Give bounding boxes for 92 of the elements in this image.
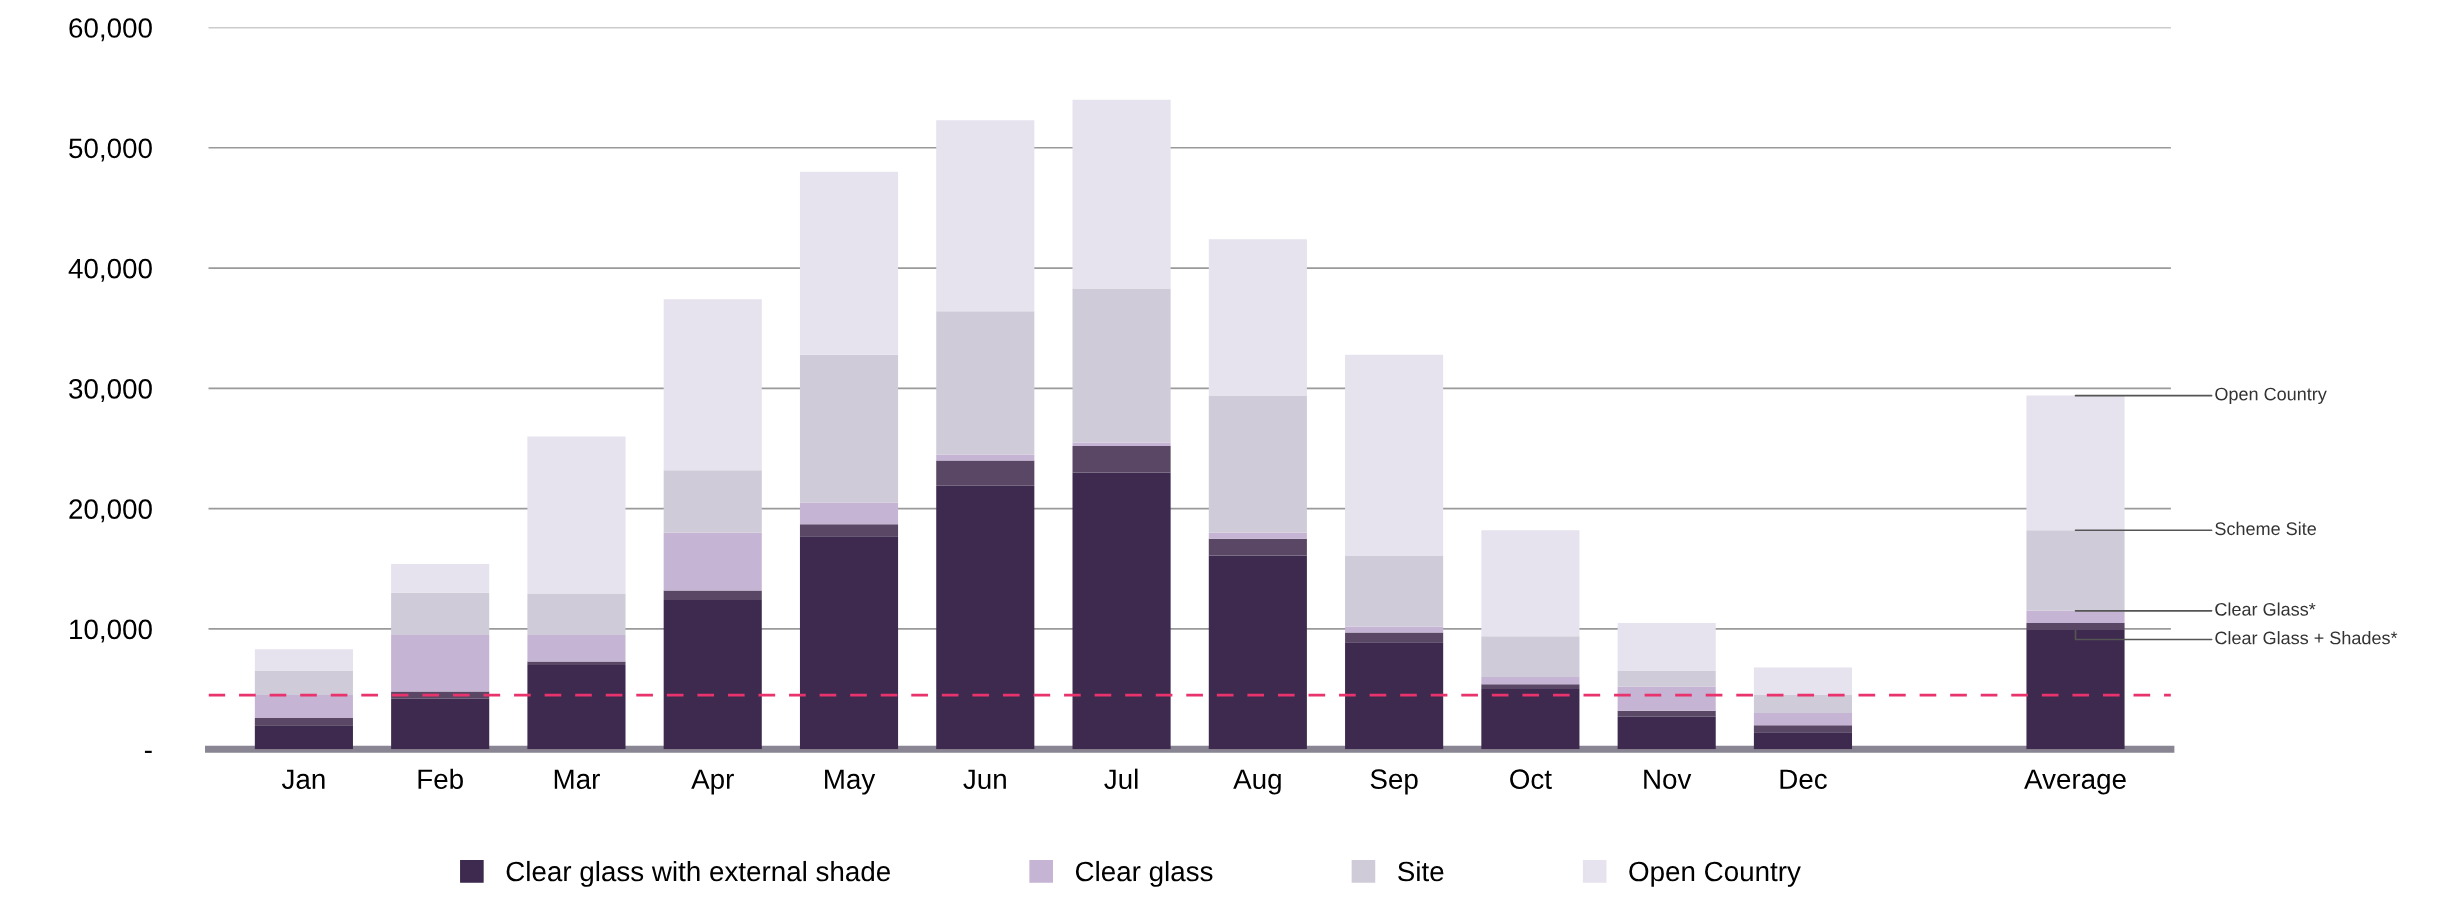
bar <box>936 454 1035 461</box>
bar <box>391 592 490 635</box>
annotation: Scheme Site <box>2215 521 2316 536</box>
x-tick-label: Apr <box>691 769 734 795</box>
bar <box>1617 622 1716 672</box>
bar <box>1481 684 1580 690</box>
bar <box>254 717 353 726</box>
bar <box>1753 667 1853 696</box>
bar <box>1481 689 1580 750</box>
bar <box>1072 288 1171 443</box>
y-tick-label: 30,000 <box>69 379 152 402</box>
bar <box>936 311 1035 455</box>
bar <box>527 634 626 662</box>
bar <box>391 634 490 692</box>
annotation: Open Country <box>2215 387 2327 404</box>
bar <box>527 594 626 635</box>
bar <box>663 470 762 533</box>
x-tick-label: Mar <box>554 769 600 790</box>
bar <box>663 590 762 601</box>
bar <box>1072 446 1171 473</box>
bar <box>1345 354 1444 556</box>
bar <box>391 698 490 750</box>
bar <box>1345 555 1444 627</box>
bar <box>1208 395 1307 533</box>
bar <box>1208 239 1307 396</box>
bar <box>2026 395 2125 531</box>
annotation: Clear Glass + Shades* <box>2215 631 2398 645</box>
bar <box>663 600 762 750</box>
bar <box>391 563 490 593</box>
bar <box>1481 677 1580 685</box>
y-tick-label: 40,000 <box>68 258 152 282</box>
bar <box>527 664 626 750</box>
bar <box>1345 632 1444 643</box>
legend-label: Site <box>1398 860 1444 882</box>
bar <box>799 502 899 525</box>
bar <box>1208 555 1307 750</box>
x-tick-label: May <box>825 769 876 795</box>
y-tick-label: 10,000 <box>70 619 152 643</box>
bar <box>799 171 899 355</box>
x-tick-label: Average <box>2024 769 2126 795</box>
bar <box>2026 610 2125 623</box>
bar <box>663 532 762 591</box>
bar <box>1345 642 1444 750</box>
bar <box>1617 671 1716 687</box>
bar <box>1617 686 1716 711</box>
x-tick-label: Nov <box>1644 769 1692 790</box>
bar <box>254 649 353 672</box>
bar <box>1208 532 1307 539</box>
y-tick-label: - <box>144 750 152 753</box>
bar <box>1072 472 1171 750</box>
bar <box>1753 695 1853 714</box>
x-tick-label: Sep <box>1370 769 1418 795</box>
bar <box>936 460 1035 486</box>
x-tick-label: Oct <box>1510 769 1552 790</box>
bar <box>2026 622 2125 631</box>
bar <box>663 299 762 471</box>
bar <box>1072 99 1171 289</box>
bar <box>1072 442 1171 447</box>
y-tick-label: 50,000 <box>69 138 152 162</box>
bar <box>1753 725 1853 733</box>
bar <box>1481 530 1580 637</box>
bar <box>799 524 899 537</box>
bar <box>1481 636 1580 678</box>
legend-label: Clear glass <box>1075 860 1213 887</box>
annotation: Clear Glass* <box>2215 602 2316 616</box>
bar <box>1753 713 1853 726</box>
bar <box>2026 630 2125 750</box>
bar <box>2026 530 2125 611</box>
bar <box>527 661 626 665</box>
x-tick-label: Aug <box>1233 769 1281 795</box>
bar <box>527 436 626 595</box>
x-tick-label: Jul <box>1104 768 1138 790</box>
bar <box>936 485 1035 750</box>
bar <box>799 536 899 750</box>
bar <box>1345 626 1444 633</box>
bar <box>254 695 353 718</box>
bar <box>1208 538 1307 556</box>
bar <box>1617 716 1716 750</box>
bar <box>1753 732 1853 750</box>
y-tick-label: 20,000 <box>69 499 152 523</box>
legend-label: Open Country <box>1629 861 1801 887</box>
y-tick-label: 60,000 <box>69 18 152 42</box>
x-tick-label: Jun <box>963 769 1006 790</box>
bar <box>1617 710 1716 717</box>
x-tick-label: Dec <box>1780 769 1827 790</box>
x-tick-label: Feb <box>418 768 463 790</box>
bar <box>254 671 353 696</box>
bar <box>254 725 353 750</box>
legend-label: Clear glass with external shade <box>506 860 890 887</box>
bar <box>799 354 899 503</box>
bar <box>936 120 1035 312</box>
x-tick-label: Jan <box>281 769 325 790</box>
